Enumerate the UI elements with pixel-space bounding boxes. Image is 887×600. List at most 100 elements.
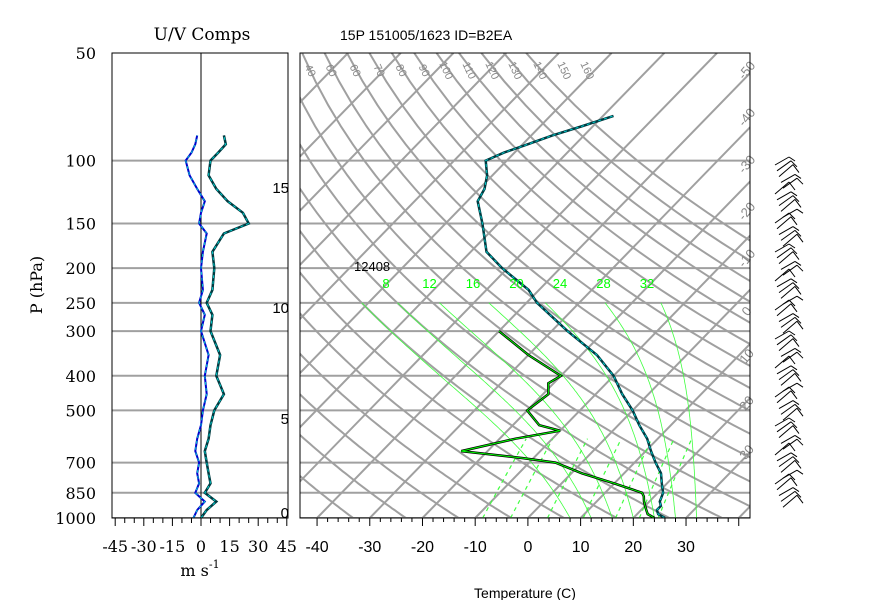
wind-barb: [774, 181, 790, 195]
wind-barb-flag: [792, 456, 800, 463]
isotherm: [300, 53, 718, 483]
height-tick-label: 10: [272, 300, 289, 317]
wind-barb: [778, 195, 794, 207]
moist-adiabat: [439, 302, 613, 518]
wind-barb: [774, 243, 790, 253]
wind-barb-flag: [788, 330, 796, 336]
mixing-ratio-line: [615, 438, 653, 518]
wind-barb: [780, 286, 796, 299]
height-tick-label: 5: [281, 411, 289, 428]
dry-adiabat: [300, 186, 725, 518]
wind-barb: [780, 403, 796, 415]
wind-barb: [774, 268, 790, 282]
wind-barb: [778, 338, 794, 351]
theta-label: 120: [482, 60, 501, 82]
isotherm: [527, 288, 750, 518]
wind-barb-flag: [794, 286, 802, 295]
isotherm: [738, 504, 750, 518]
isotherm: [300, 53, 402, 158]
wind-barb-flag: [792, 487, 800, 493]
wind-barb: [778, 251, 794, 264]
pressure-tick-label: 150: [65, 215, 96, 234]
dewpoint-line-accent: [461, 330, 655, 518]
wind-barb-flag: [788, 442, 796, 452]
pressure-tick-label: 100: [65, 152, 96, 171]
wind-barb-flag: [794, 199, 802, 208]
wind-barb-flag: [790, 191, 798, 197]
theta-label: 100: [436, 60, 455, 82]
wind-barb: [780, 229, 796, 241]
wind-barb: [776, 160, 792, 172]
mixing-ratio-label: 20: [509, 276, 523, 291]
isotherm-label: -50: [735, 58, 759, 82]
theta-label: 70: [371, 63, 387, 79]
wind-barb-flag: [788, 181, 796, 191]
uv-tick-label: -45: [102, 537, 128, 556]
moist-adiabat: [604, 302, 676, 518]
wind-barb-flag: [788, 243, 796, 249]
wind-barb-flag: [788, 212, 796, 220]
wind-barb: [776, 303, 792, 317]
wind-barb-flag: [790, 247, 798, 255]
wind-barb: [780, 460, 796, 473]
wind-barbs: [774, 156, 804, 508]
wind-barb-flag: [790, 278, 798, 284]
dry-adiabat: [368, 53, 750, 390]
wind-barb-flag: [796, 382, 804, 388]
wind-barb-flag: [790, 216, 798, 226]
moist-adiabat: [660, 302, 697, 518]
temperature-tick-label: 30: [677, 539, 695, 556]
wind-barb: [780, 173, 796, 183]
wind-barb-flag: [794, 347, 802, 353]
dry-adiabat: [525, 53, 750, 242]
uv-tick-label: 0: [196, 537, 206, 556]
height-tick-label: 15: [272, 180, 289, 197]
dry-adiabat: [300, 311, 567, 518]
pressure-tick-label: 200: [65, 259, 96, 278]
wind-barb-flag: [796, 233, 804, 243]
temperature-line: [476, 114, 666, 518]
isotherm: [579, 342, 750, 518]
dry-adiabat: [435, 53, 750, 324]
chart-title: 15P 151005/1623 ID=B2EA: [340, 27, 513, 43]
wind-barb: [778, 282, 794, 294]
wind-barb: [774, 386, 790, 398]
mixing-ratio-label: 12: [422, 276, 436, 291]
wind-barb: [774, 355, 790, 369]
theta-label: 80: [393, 63, 409, 79]
wind-barb: [782, 494, 798, 508]
wind-barb: [780, 490, 796, 502]
wind-barb: [780, 199, 796, 212]
moist-adiabat: [397, 302, 592, 518]
uv-components-panel: -45 -30 -15 0 15 30 45: [102, 52, 297, 556]
isotherm: [474, 234, 750, 518]
theta-label: 130: [505, 60, 524, 82]
wind-barb-flag: [788, 156, 796, 162]
wind-barb-flag: [792, 400, 800, 406]
wind-barb: [778, 456, 794, 468]
pressure-tick-label: 1000: [55, 509, 96, 528]
dry-adiabat: [300, 392, 461, 518]
mixing-ratio-line: [657, 438, 693, 518]
wind-barb-flag: [792, 195, 800, 202]
uv-xlabel-text: m s: [180, 561, 208, 580]
pressure-tick-label: 300: [65, 322, 96, 341]
wind-barb-flag: [788, 473, 796, 481]
wind-barb: [776, 216, 792, 230]
uv-panel-title: U/V Comps: [154, 25, 251, 45]
wind-barb-flag: [796, 407, 804, 417]
wind-barb: [778, 487, 794, 497]
wind-barb-flag: [794, 404, 802, 411]
wind-barb: [778, 226, 794, 236]
isotherm: [300, 53, 613, 375]
wind-barb-flag: [790, 365, 798, 371]
wind-barb-flag: [796, 295, 804, 301]
wind-barb-flag: [790, 452, 798, 458]
temperature-tick-label: -20: [411, 539, 434, 556]
mixing-ratio-line: [546, 438, 589, 518]
dry-adiabat: [300, 95, 750, 483]
wind-barb-flag: [796, 320, 804, 330]
uv-panel-frame: [111, 52, 289, 519]
wind-barb: [776, 191, 792, 201]
